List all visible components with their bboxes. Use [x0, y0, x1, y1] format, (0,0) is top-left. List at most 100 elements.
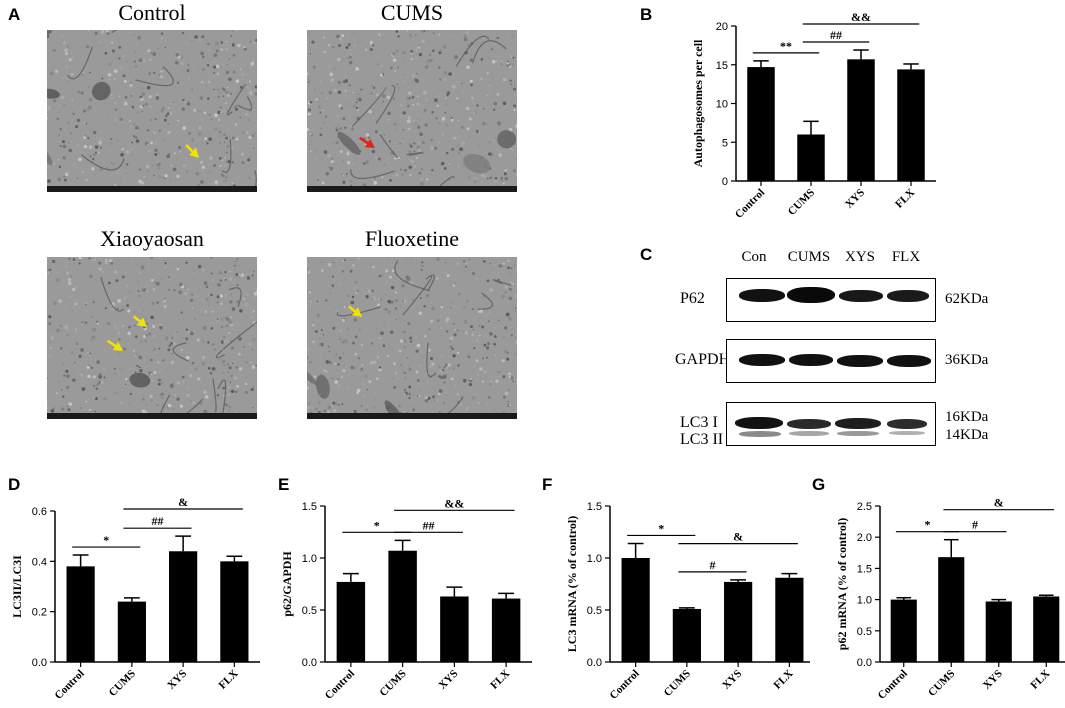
granule [317, 343, 321, 347]
granule [458, 130, 462, 134]
granule [126, 163, 129, 166]
granule [201, 268, 205, 272]
granule [413, 344, 416, 347]
granule [443, 365, 447, 369]
granule [436, 257, 440, 261]
granule [163, 299, 167, 303]
granule [486, 342, 491, 346]
granule [509, 147, 512, 150]
granule [494, 263, 496, 266]
granule [48, 322, 52, 326]
granule [143, 60, 146, 63]
granule [407, 116, 411, 120]
granule [205, 171, 208, 174]
granule [421, 140, 425, 145]
arrow-head [189, 148, 199, 158]
granule [439, 314, 442, 317]
granule [438, 122, 440, 124]
granule [189, 374, 193, 378]
granule [502, 101, 507, 106]
granule [489, 176, 492, 179]
granule [249, 80, 252, 83]
granule [158, 129, 161, 132]
granule [377, 157, 381, 161]
granule [47, 377, 49, 380]
granule [513, 87, 517, 91]
granule [332, 326, 336, 330]
granule [406, 276, 411, 281]
granule [156, 301, 159, 304]
granule [221, 64, 224, 67]
granule [170, 350, 173, 353]
granule [424, 398, 429, 403]
granule [174, 332, 177, 335]
granule [60, 341, 63, 344]
granule [399, 114, 403, 119]
membrane [237, 96, 253, 111]
granule [233, 264, 236, 267]
granule [182, 380, 185, 383]
granule [476, 339, 479, 342]
granule [337, 377, 340, 380]
granule [160, 75, 164, 79]
granule [201, 165, 206, 169]
granule [403, 320, 406, 322]
granule [342, 352, 345, 354]
organelle [129, 372, 151, 388]
granule [445, 96, 447, 99]
granule [422, 176, 425, 179]
granule [229, 381, 232, 384]
granule [221, 49, 223, 52]
granule [432, 395, 435, 399]
granule [80, 373, 84, 377]
granule [383, 321, 386, 324]
granule [86, 107, 90, 112]
granule [87, 374, 91, 378]
granule [481, 357, 484, 360]
granule [506, 351, 510, 355]
granule [332, 46, 335, 49]
arrow-head [351, 307, 362, 317]
granule [224, 147, 228, 150]
granule [92, 130, 97, 135]
granule [355, 101, 358, 104]
granule [117, 352, 120, 355]
membrane [406, 152, 424, 156]
granule [389, 275, 392, 279]
granule [378, 33, 381, 36]
panel-label-b: B [640, 5, 653, 24]
granule [446, 93, 449, 97]
significance-label: ## [423, 518, 435, 532]
granule [220, 340, 225, 344]
granule [188, 273, 191, 275]
granule [445, 374, 447, 376]
granule [55, 362, 58, 366]
granule [237, 273, 240, 276]
arrow-head [136, 317, 147, 327]
granule [229, 67, 233, 71]
granule [173, 407, 176, 411]
granule [309, 150, 312, 152]
membrane [172, 342, 189, 362]
granule [442, 341, 445, 344]
granule [413, 142, 416, 145]
granule [157, 131, 160, 134]
granule [514, 307, 517, 309]
granule [443, 167, 447, 170]
granule [511, 328, 513, 330]
panel-label-f: F [542, 475, 553, 494]
granule [403, 339, 407, 343]
granule [65, 265, 68, 267]
granule [211, 279, 215, 282]
granule [118, 57, 121, 60]
granule [201, 35, 205, 39]
granule [213, 53, 218, 58]
granule [85, 122, 88, 125]
granule [307, 386, 310, 390]
granule [366, 388, 369, 391]
granule [309, 291, 311, 294]
granule [314, 88, 316, 91]
granule [52, 48, 56, 53]
granule [167, 123, 170, 126]
granule [514, 56, 516, 58]
